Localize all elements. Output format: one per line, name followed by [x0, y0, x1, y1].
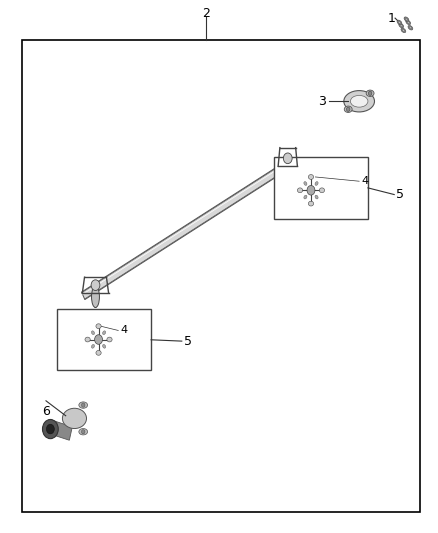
Ellipse shape	[79, 402, 88, 408]
Ellipse shape	[308, 201, 314, 206]
Ellipse shape	[85, 337, 90, 342]
Text: 4: 4	[361, 176, 368, 186]
Ellipse shape	[92, 344, 95, 348]
Ellipse shape	[406, 20, 410, 25]
Text: 4: 4	[120, 326, 127, 335]
Ellipse shape	[366, 90, 374, 96]
Ellipse shape	[297, 188, 303, 193]
Text: 6: 6	[42, 405, 50, 418]
Ellipse shape	[308, 174, 314, 179]
Ellipse shape	[344, 106, 352, 112]
Text: 2: 2	[202, 7, 210, 20]
Ellipse shape	[102, 344, 106, 348]
Bar	[48, 420, 72, 440]
Polygon shape	[81, 159, 293, 300]
Ellipse shape	[92, 331, 95, 335]
Ellipse shape	[350, 95, 368, 107]
Ellipse shape	[399, 23, 403, 28]
Circle shape	[95, 335, 102, 344]
Ellipse shape	[407, 21, 409, 23]
Ellipse shape	[410, 27, 411, 29]
Circle shape	[46, 424, 54, 434]
Ellipse shape	[315, 182, 318, 185]
Bar	[57, 309, 151, 370]
Ellipse shape	[344, 91, 374, 112]
Text: 5: 5	[396, 188, 404, 201]
Circle shape	[91, 280, 100, 290]
Bar	[22, 40, 420, 512]
Ellipse shape	[408, 26, 413, 30]
Ellipse shape	[401, 28, 406, 33]
Circle shape	[81, 430, 85, 434]
Circle shape	[42, 419, 58, 439]
Ellipse shape	[79, 429, 88, 435]
Ellipse shape	[92, 286, 99, 308]
Bar	[274, 157, 368, 219]
Ellipse shape	[315, 195, 318, 199]
Circle shape	[346, 107, 350, 111]
Ellipse shape	[107, 337, 112, 342]
Ellipse shape	[304, 182, 307, 185]
Ellipse shape	[404, 17, 409, 21]
Ellipse shape	[319, 188, 325, 193]
Ellipse shape	[399, 21, 400, 23]
Circle shape	[81, 403, 85, 407]
Text: 3: 3	[318, 95, 326, 108]
Ellipse shape	[277, 165, 299, 173]
Ellipse shape	[406, 18, 407, 20]
Ellipse shape	[96, 324, 101, 328]
Ellipse shape	[102, 331, 106, 335]
Circle shape	[307, 185, 315, 195]
Ellipse shape	[96, 351, 101, 356]
Ellipse shape	[397, 20, 402, 25]
Circle shape	[283, 153, 292, 164]
Ellipse shape	[62, 408, 86, 429]
Circle shape	[368, 91, 372, 95]
Text: 1: 1	[388, 12, 396, 25]
Ellipse shape	[400, 25, 402, 27]
Ellipse shape	[304, 195, 307, 199]
Ellipse shape	[403, 29, 404, 31]
Text: 5: 5	[184, 335, 192, 348]
